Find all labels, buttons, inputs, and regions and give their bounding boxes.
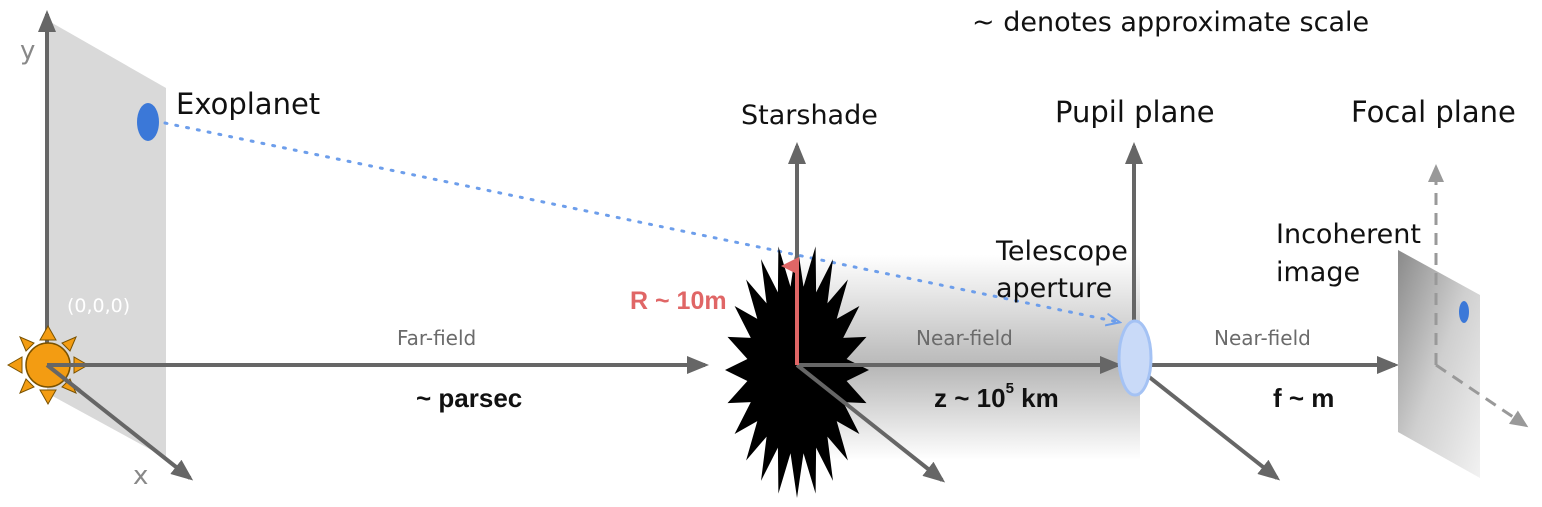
near-field-label-2: Near-field bbox=[1214, 326, 1311, 350]
y-axis-label: y bbox=[20, 36, 36, 66]
telescope-aperture-lens bbox=[1117, 319, 1153, 397]
exoplanet-dot bbox=[137, 103, 159, 141]
z-distance-unit: km bbox=[1013, 383, 1059, 413]
light-beam bbox=[800, 255, 1140, 460]
incoherent-image-label-line2: image bbox=[1276, 257, 1361, 288]
x-axis-label: x bbox=[133, 461, 149, 491]
z-distance-label: z ~ 105 km bbox=[934, 381, 1059, 413]
telescope-aperture-label-line1: Telescope bbox=[996, 236, 1128, 267]
starshade-shape bbox=[725, 242, 869, 498]
sight-line bbox=[163, 121, 1118, 322]
telescope-aperture-label-line2: aperture bbox=[996, 273, 1113, 304]
source-plane bbox=[47, 20, 166, 458]
incoherent-image-label-line1: Incoherent bbox=[1276, 219, 1421, 250]
origin-label: (0,0,0) bbox=[67, 295, 131, 317]
starshade-x-axis bbox=[795, 363, 946, 483]
f-distance-label: f ~ m bbox=[1273, 383, 1335, 413]
focal-x-axis bbox=[1435, 363, 1529, 428]
exoplanet-label: Exoplanet bbox=[176, 87, 321, 121]
near-field-label-1: Near-field bbox=[916, 326, 1013, 350]
focal-plane bbox=[1398, 250, 1480, 478]
z-distance-exponent: 5 bbox=[1005, 380, 1014, 397]
radius-label: R ~ 10m bbox=[630, 287, 727, 315]
starshade-label: Starshade bbox=[741, 100, 878, 131]
pupil-plane-label: Pupil plane bbox=[1055, 95, 1215, 129]
scale-note: ~ denotes approximate scale bbox=[972, 7, 1370, 38]
focal-plane-label: Focal plane bbox=[1351, 95, 1516, 129]
z-distance-prefix: z ~ 10 bbox=[934, 383, 1006, 413]
pupil-x-axis bbox=[1132, 363, 1281, 481]
x-axis-stub bbox=[45, 363, 82, 393]
parsec-distance-label: ~ parsec bbox=[416, 383, 523, 413]
image-dot bbox=[1459, 301, 1469, 323]
far-field-label: Far-field bbox=[397, 326, 477, 350]
